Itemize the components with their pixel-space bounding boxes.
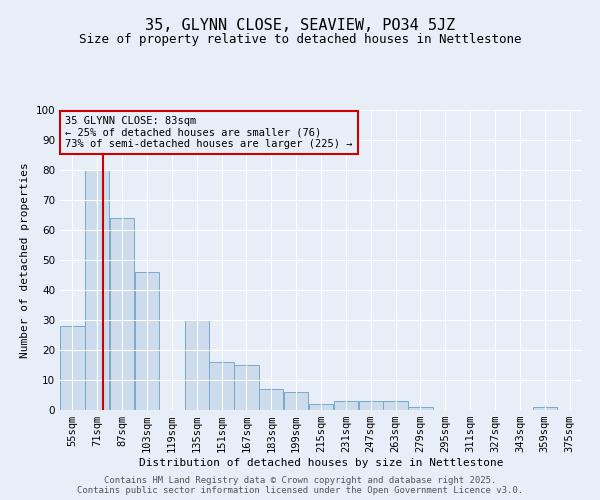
Bar [135, 272, 159, 410]
Text: Size of property relative to detached houses in Nettlestone: Size of property relative to detached ho… [79, 32, 521, 46]
Bar [408, 407, 433, 410]
Text: Contains HM Land Registry data © Crown copyright and database right 2025.
Contai: Contains HM Land Registry data © Crown c… [77, 476, 523, 495]
Bar [85, 170, 109, 410]
Bar [533, 407, 557, 410]
Text: 35 GLYNN CLOSE: 83sqm
← 25% of detached houses are smaller (76)
73% of semi-deta: 35 GLYNN CLOSE: 83sqm ← 25% of detached … [65, 116, 353, 149]
Bar [234, 365, 259, 410]
Bar [284, 392, 308, 410]
Bar [60, 326, 85, 410]
Y-axis label: Number of detached properties: Number of detached properties [20, 162, 30, 358]
X-axis label: Distribution of detached houses by size in Nettlestone: Distribution of detached houses by size … [139, 458, 503, 468]
Bar [259, 389, 283, 410]
Bar [209, 362, 234, 410]
Bar [185, 320, 209, 410]
Bar [359, 401, 383, 410]
Bar [309, 404, 333, 410]
Bar [110, 218, 134, 410]
Bar [334, 401, 358, 410]
Bar [383, 401, 408, 410]
Text: 35, GLYNN CLOSE, SEAVIEW, PO34 5JZ: 35, GLYNN CLOSE, SEAVIEW, PO34 5JZ [145, 18, 455, 32]
